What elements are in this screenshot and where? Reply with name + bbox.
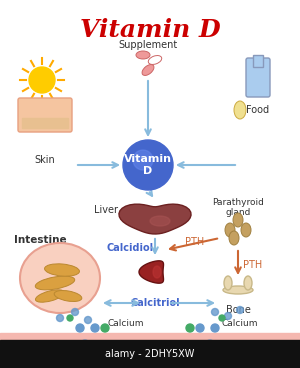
Circle shape [85,316,92,323]
Text: Intestine: Intestine [14,235,66,245]
Bar [0,340,300,368]
Polygon shape [119,204,191,234]
Text: PTH: PTH [243,260,262,270]
Ellipse shape [20,243,100,313]
Text: Blood vessel: Blood vessel [119,345,181,355]
Circle shape [76,324,84,332]
Circle shape [186,324,194,332]
Text: Vitamin
D: Vitamin D [124,154,172,176]
Circle shape [67,315,73,321]
Ellipse shape [35,276,75,290]
Text: PTH: PTH [185,237,205,247]
Text: Parathyroid
gland: Parathyroid gland [212,198,264,217]
Ellipse shape [241,223,251,237]
Circle shape [80,340,90,350]
Circle shape [224,312,232,319]
Bar [0,334,300,339]
Ellipse shape [148,56,162,64]
FancyBboxPatch shape [246,58,270,97]
Ellipse shape [224,276,232,290]
Text: Calcium: Calcium [222,318,259,328]
Polygon shape [139,261,164,283]
Circle shape [196,324,204,332]
Circle shape [211,324,219,332]
Ellipse shape [54,290,82,301]
Text: Food: Food [246,105,270,115]
Text: Calcitriol: Calcitriol [130,298,180,308]
Circle shape [123,140,173,190]
Ellipse shape [223,286,253,294]
Bar [22,118,68,128]
Ellipse shape [153,266,161,278]
Circle shape [71,308,79,315]
Ellipse shape [225,223,235,237]
Circle shape [212,308,218,315]
Ellipse shape [35,290,64,302]
Ellipse shape [233,213,243,227]
Circle shape [56,315,64,322]
Circle shape [133,150,153,170]
Text: Calcium: Calcium [107,318,143,328]
Circle shape [101,324,109,332]
Bar [0,335,300,340]
Text: Supplement: Supplement [118,40,178,50]
Text: Vitamin D: Vitamin D [80,18,220,42]
Bar [253,55,263,67]
Circle shape [29,67,55,93]
Bar [0,333,300,339]
Text: Skin: Skin [34,155,56,165]
Ellipse shape [244,276,252,290]
Ellipse shape [150,216,170,226]
Bar [0,335,300,340]
Ellipse shape [142,64,154,75]
Circle shape [91,324,99,332]
Ellipse shape [136,51,150,59]
Text: Calcidiol: Calcidiol [106,243,154,253]
Ellipse shape [234,101,246,119]
Text: Liver: Liver [94,205,118,215]
FancyBboxPatch shape [18,98,72,132]
Ellipse shape [45,264,80,276]
Ellipse shape [229,231,239,245]
Circle shape [205,340,215,350]
Circle shape [219,315,225,321]
Text: alamy - 2DHY5XW: alamy - 2DHY5XW [105,349,195,359]
Circle shape [236,307,244,314]
Text: Bone: Bone [226,305,250,315]
